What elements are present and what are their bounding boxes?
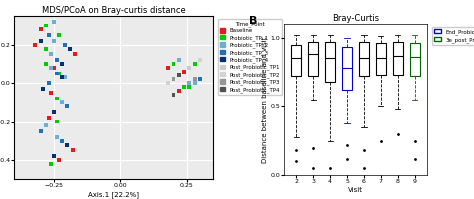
Point: [61, 43, 68, 46]
Point: [37, 28, 45, 31]
Point: [175, 74, 182, 77]
Point: [170, 93, 177, 96]
PathPatch shape: [393, 42, 403, 75]
Point: [180, 70, 188, 73]
Point: [191, 82, 199, 85]
Point: [47, 53, 55, 56]
Point: [53, 135, 61, 139]
Point: [55, 158, 63, 162]
Point: [175, 89, 182, 92]
Point: [50, 110, 58, 113]
Point: [47, 66, 55, 69]
Point: [42, 124, 50, 127]
Point: [58, 76, 66, 79]
Point: [191, 78, 199, 81]
Point: [55, 33, 63, 37]
Point: [47, 91, 55, 94]
X-axis label: Axis.1 [22.2%]: Axis.1 [22.2%]: [88, 191, 139, 198]
Point: [196, 78, 204, 81]
Point: [42, 62, 50, 65]
Point: [32, 43, 39, 46]
Point: [50, 39, 58, 42]
Point: [64, 143, 71, 146]
Point: [180, 70, 188, 73]
Text: B: B: [249, 16, 257, 26]
Point: [180, 85, 188, 89]
Point: [186, 85, 193, 89]
Point: [180, 85, 188, 89]
Point: [50, 66, 58, 69]
Point: [58, 101, 66, 104]
Legend: End_Probiotic, 3e_post_Probiotic: End_Probiotic, 3e_post_Probiotic: [432, 27, 474, 45]
Point: [191, 62, 199, 65]
Point: [40, 87, 47, 91]
PathPatch shape: [308, 42, 318, 76]
Point: [53, 72, 61, 75]
Point: [186, 82, 193, 85]
Legend: Baseline, Probiotic_TP_1, Probiotic_TP_2, Probiotic_TP_3, Probiotic_TP_4, Post_P: Baseline, Probiotic_TP_1, Probiotic_TP_2…: [218, 19, 282, 95]
Point: [53, 59, 61, 62]
Point: [175, 74, 182, 77]
Y-axis label: Distance between baseline and visit: Distance between baseline and visit: [262, 36, 268, 163]
Point: [53, 97, 61, 100]
Point: [37, 39, 45, 42]
Point: [196, 59, 204, 62]
Point: [58, 139, 66, 142]
Point: [69, 149, 76, 152]
Title: MDS/PCoA on Bray-curtis distance: MDS/PCoA on Bray-curtis distance: [42, 6, 186, 15]
Point: [66, 47, 74, 50]
Point: [164, 82, 172, 85]
Point: [50, 20, 58, 23]
Point: [191, 62, 199, 65]
Point: [45, 82, 53, 85]
Point: [42, 24, 50, 27]
PathPatch shape: [359, 42, 369, 76]
PathPatch shape: [410, 43, 420, 76]
PathPatch shape: [291, 45, 301, 76]
Point: [186, 66, 193, 69]
Point: [50, 154, 58, 158]
Point: [47, 162, 55, 165]
PathPatch shape: [342, 47, 352, 90]
Point: [180, 70, 188, 73]
Point: [64, 104, 71, 108]
Point: [186, 66, 193, 69]
Point: [170, 78, 177, 81]
X-axis label: Visit: Visit: [348, 187, 363, 193]
Point: [170, 78, 177, 81]
Point: [164, 66, 172, 69]
PathPatch shape: [325, 42, 335, 82]
Point: [55, 72, 63, 75]
Point: [45, 116, 53, 119]
Point: [186, 66, 193, 69]
Point: [186, 82, 193, 85]
Point: [58, 62, 66, 65]
Point: [45, 33, 53, 37]
PathPatch shape: [376, 43, 386, 75]
Point: [180, 70, 188, 73]
Point: [72, 53, 79, 56]
Point: [37, 130, 45, 133]
Point: [170, 62, 177, 65]
Point: [61, 76, 68, 79]
Point: [42, 47, 50, 50]
Point: [175, 89, 182, 92]
Point: [175, 74, 182, 77]
Point: [175, 59, 182, 62]
Title: Bray-Curtis: Bray-Curtis: [332, 14, 379, 23]
Point: [53, 120, 61, 123]
